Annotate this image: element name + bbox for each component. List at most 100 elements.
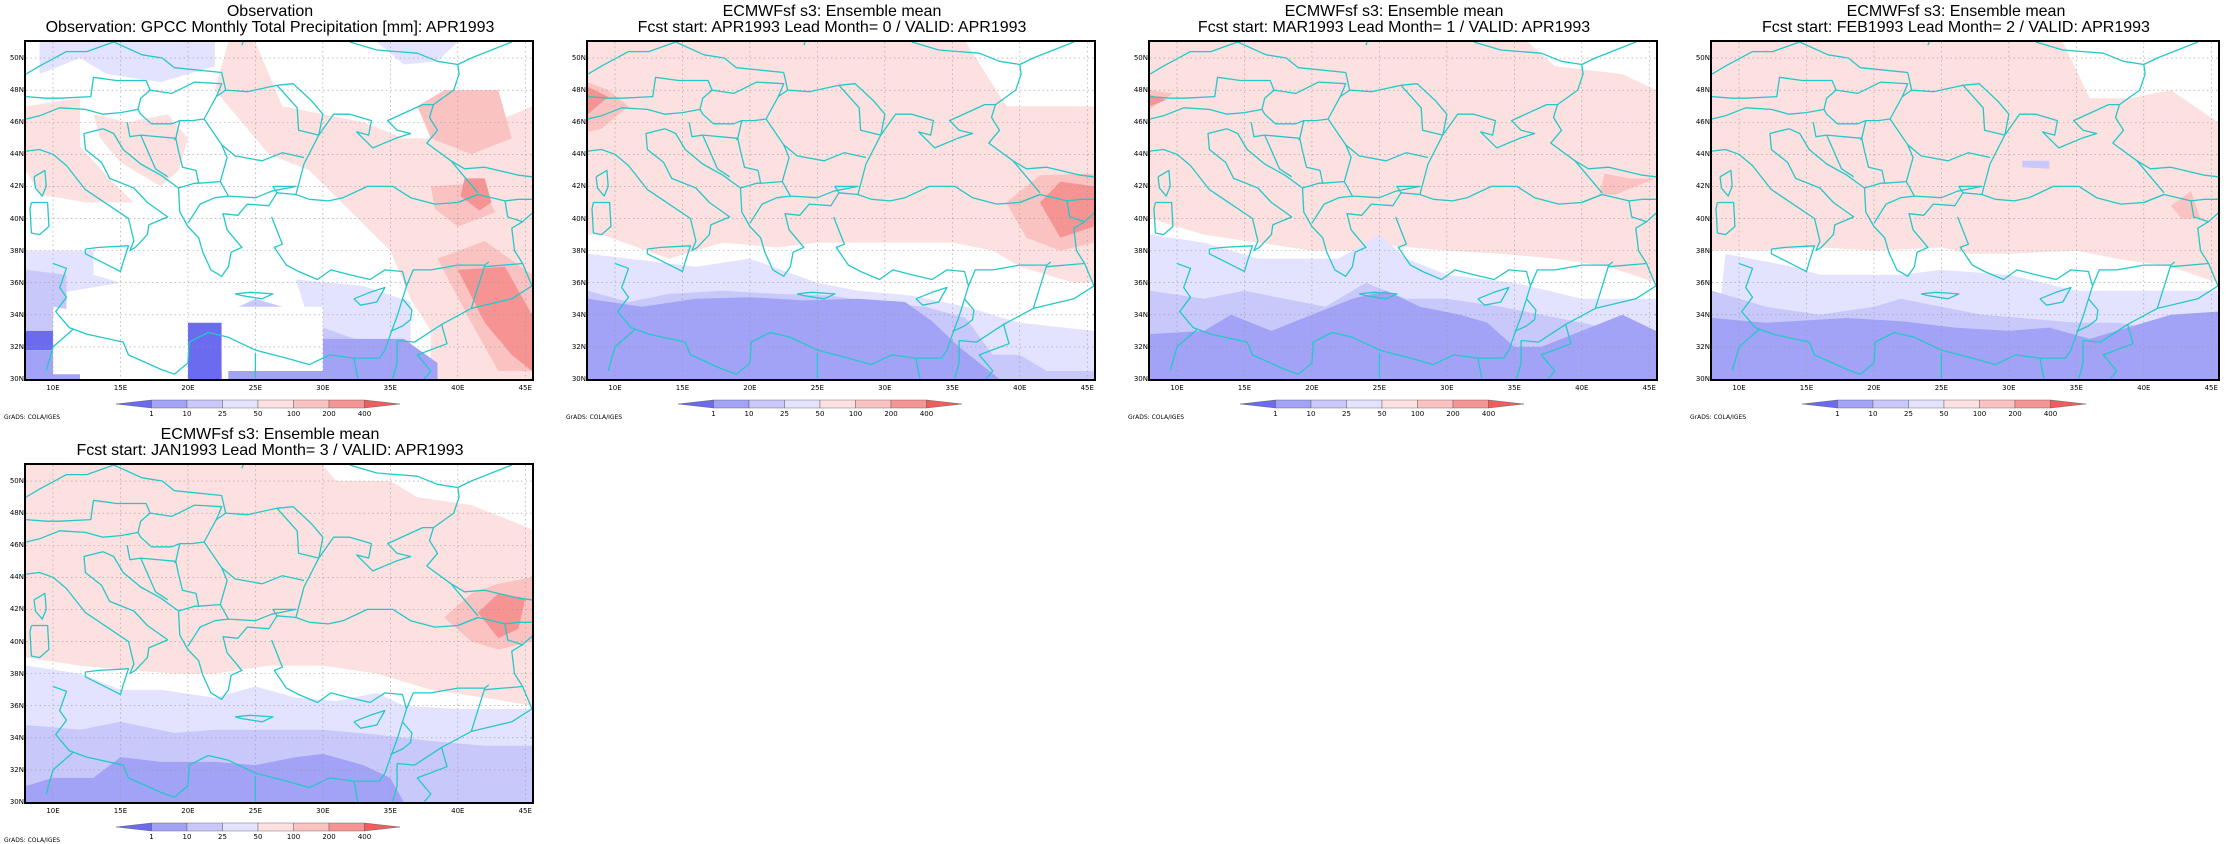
- colorbar-label: 50: [253, 410, 263, 418]
- coastline: [1433, 185, 1603, 205]
- coastline: [33, 592, 47, 620]
- map-panel-lead1: ECMWFsf s3: Ensemble mean Fcst start: MAR…: [1124, 0, 1664, 421]
- coastline: [457, 465, 513, 489]
- panel-subtitle: Fcst start: JAN1993 Lead Month= 3 / VALI…: [76, 442, 464, 459]
- coastline: [215, 512, 227, 521]
- colorbar-label: 1: [1273, 410, 1278, 418]
- colorbar-segment: [293, 822, 330, 832]
- lon-tick-label: 25E: [248, 384, 263, 392]
- coastline: [1311, 195, 1353, 224]
- colorbar-segment: [1943, 399, 1980, 409]
- coastline: [26, 465, 222, 498]
- colorbar-label: 400: [2043, 410, 2058, 418]
- colorbar-segment: [257, 822, 294, 832]
- lat-tick-label: 46N: [571, 118, 586, 127]
- lon-tick-label: 30E: [2002, 384, 2016, 392]
- lon-tick-label: 35E: [383, 807, 397, 815]
- grads-credit: GrADS: COLA/IGES: [1128, 414, 1185, 421]
- coastline: [187, 195, 229, 224]
- lat-tick-label: 40N: [1695, 214, 1710, 223]
- colorbar-label: 200: [322, 833, 336, 841]
- lat-tick-label: 38N: [9, 669, 24, 678]
- lon-tick-label: 10E: [46, 384, 60, 392]
- map-panel-lead3: ECMWFsf s3: Ensemble mean Fcst start: JAN…: [0, 423, 540, 844]
- lon-tick-label: 40E: [451, 384, 465, 392]
- coastline: [241, 42, 244, 46]
- coastline: [26, 42, 222, 75]
- coastline: [911, 42, 1022, 106]
- colorbar-label: 25: [218, 410, 227, 418]
- coastline: [1788, 128, 1996, 277]
- map-panel-lead2: ECMWFsf s3: Ensemble mean Fcst start: FEB…: [1686, 0, 2226, 421]
- coastline: [1927, 42, 1930, 46]
- precip-region: [322, 338, 438, 379]
- coastline: [2143, 176, 2218, 204]
- lat-tick-label: 32N: [1695, 342, 1710, 351]
- precip-region: [588, 86, 609, 115]
- coastline: [353, 286, 386, 306]
- lon-tick-label: 30E: [316, 384, 330, 392]
- coastline: [2077, 298, 2099, 332]
- coastline: [1521, 264, 1610, 343]
- coastline: [1515, 298, 1537, 332]
- coastline: [309, 185, 479, 205]
- coastline: [978, 324, 1010, 379]
- coastline: [203, 118, 305, 162]
- colorbar-label: 400: [357, 410, 372, 418]
- coastline: [1153, 201, 1174, 236]
- lon-tick-label: 45E: [1080, 384, 1094, 392]
- colorbar-segment: [1872, 399, 1909, 409]
- lat-tick-label: 44N: [9, 150, 24, 159]
- coastline: [295, 103, 479, 195]
- coastline: [450, 160, 532, 178]
- lat-tick-label: 50N: [571, 54, 586, 63]
- coastline: [416, 324, 448, 379]
- lat-tick-label: 38N: [571, 246, 586, 255]
- colorbar-segment: [1417, 399, 1454, 409]
- panel-title: ECMWFsf s3: Ensemble mean: [1284, 3, 1504, 20]
- coastline: [450, 583, 532, 601]
- map-panel-observation: Observation Observation: GPCC Monthly Tot…: [0, 0, 540, 421]
- coastline: [749, 195, 791, 224]
- lon-tick-label: 45E: [1642, 384, 1656, 392]
- colorbar-segment: [151, 399, 188, 409]
- coastline: [1719, 169, 1733, 197]
- colorbar-segment: [1346, 399, 1383, 409]
- colorbar-label: 100: [1972, 410, 1987, 418]
- coastline: [1358, 291, 1398, 300]
- coastline: [1826, 134, 1855, 178]
- lat-tick-label: 42N: [1695, 182, 1710, 191]
- coastline: [967, 261, 1052, 287]
- coastline: [803, 42, 806, 46]
- coastline: [1715, 201, 1736, 236]
- coastline: [353, 780, 359, 802]
- coastline: [1608, 212, 1656, 268]
- lat-tick-label: 44N: [9, 573, 24, 582]
- coastline: [1477, 357, 1483, 379]
- precip-region: [295, 279, 411, 347]
- coastline: [1419, 103, 1603, 195]
- colorbar-label: 10: [1306, 410, 1316, 418]
- coastline: [781, 144, 859, 199]
- coastline: [1574, 160, 1656, 178]
- coastline: [102, 128, 310, 277]
- coastline: [1264, 134, 1293, 178]
- precip-region: [214, 42, 532, 379]
- precip-region: [26, 465, 532, 706]
- coastline: [1738, 262, 2066, 375]
- lon-tick-label: 40E: [1013, 384, 1027, 392]
- colorbar-label: 200: [2008, 410, 2022, 418]
- coastline: [1712, 128, 1855, 252]
- colorbar-label: 100: [286, 410, 301, 418]
- colorbar-segment: [293, 399, 330, 409]
- lat-tick-label: 30N: [9, 375, 24, 383]
- grads-credit: GrADS: COLA/IGES: [4, 414, 61, 421]
- coastline: [953, 298, 975, 332]
- panel-title: ECMWFsf s3: Ensemble mean: [1846, 3, 2066, 20]
- lat-tick-label: 40N: [9, 214, 24, 223]
- lon-tick-label: 45E: [518, 807, 532, 815]
- colorbar-label: 10: [182, 410, 192, 418]
- lat-tick-label: 38N: [9, 246, 24, 255]
- coastline: [1540, 324, 1572, 379]
- colorbar-segment: [222, 822, 259, 832]
